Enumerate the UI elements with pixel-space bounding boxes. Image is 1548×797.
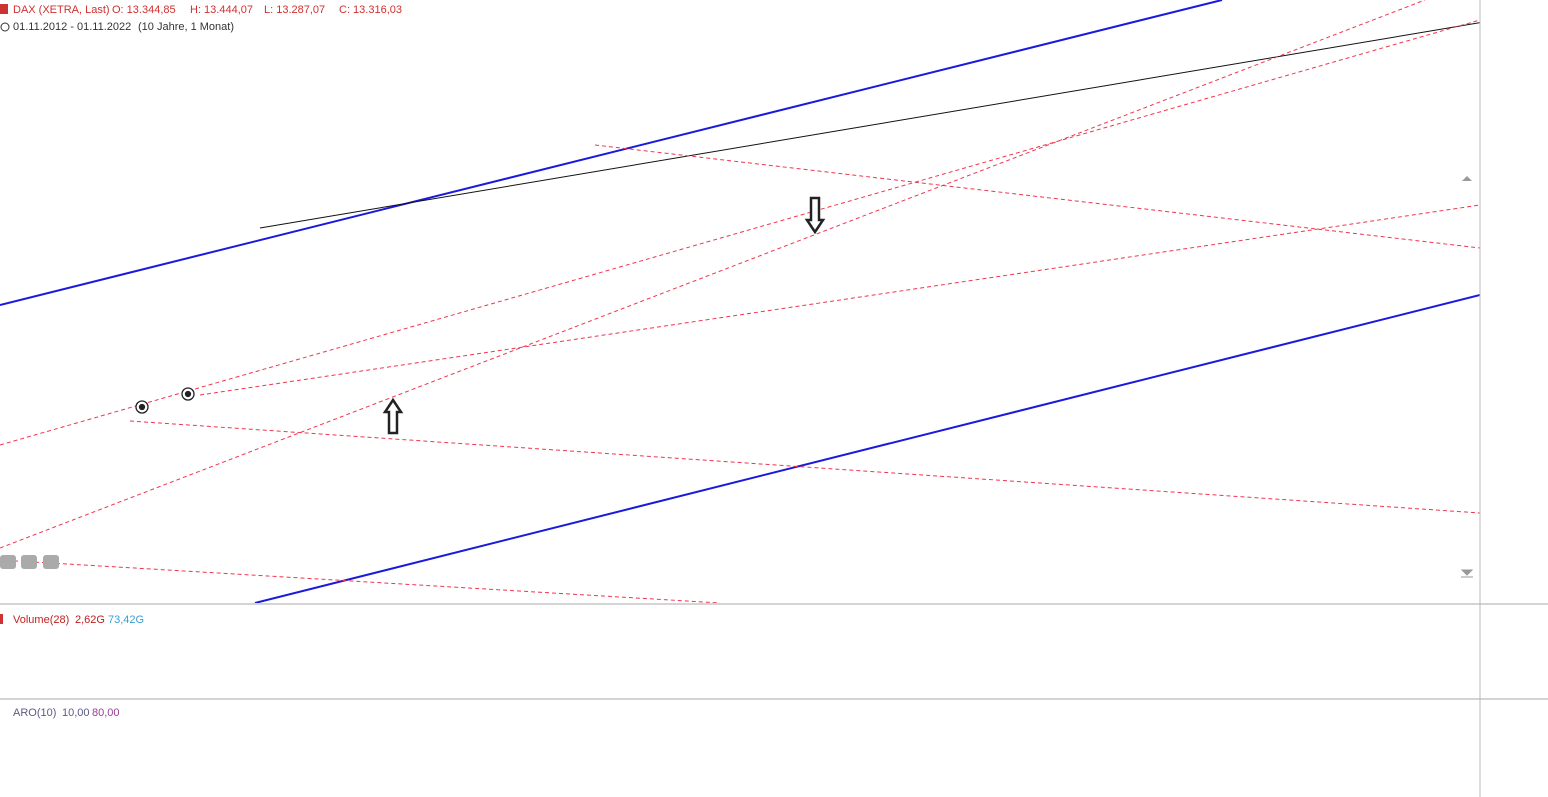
volume-average: 73,42G	[108, 614, 144, 626]
drawings	[0, 0, 1480, 603]
circle-marker-dot	[184, 390, 192, 398]
aroon-down-current: 80,00	[92, 707, 120, 719]
button[interactable]	[0, 555, 16, 569]
arrow-down	[804, 196, 826, 235]
dashed-line	[129, 420, 1480, 514]
dashed-line	[594, 144, 1480, 249]
volume-current: 2,62G	[75, 614, 105, 626]
zoom-buttons[interactable]	[0, 555, 59, 569]
circle-marker-dot	[138, 403, 146, 411]
dashed-lines	[0, 0, 1480, 603]
date-range: 01.11.2012 - 01.11.2022	[13, 21, 131, 33]
period: (10 Jahre, 1 Monat)	[138, 21, 234, 33]
icon	[0, 4, 8, 14]
aroon-up-current: 10,00	[62, 707, 90, 719]
header: DAX (XETRA, Last) O: 13.344,85 H: 13.444…	[0, 4, 402, 719]
scroll-icon[interactable]	[1460, 569, 1474, 578]
channel-lower	[254, 294, 1480, 603]
volume-title: Volume(28)	[13, 614, 69, 626]
button[interactable]	[43, 555, 59, 569]
ohlc-open: O: 13.344,85	[112, 4, 176, 16]
trend-line	[259, 22, 1480, 229]
dashed-line	[0, 19, 1480, 446]
dashed-line	[0, 559, 721, 603]
aroon-title: ARO(10)	[13, 707, 56, 719]
ohlc-low: L: 13.287,07	[264, 4, 325, 16]
scroll-icon[interactable]	[1462, 176, 1472, 181]
instrument: DAX (XETRA, Last)	[13, 4, 110, 16]
arrow-up	[382, 397, 404, 435]
channel-upper	[0, 0, 1223, 306]
dashed-line	[0, 0, 1426, 549]
dashed-line	[199, 204, 1480, 396]
icon	[0, 614, 3, 624]
ohlc-close: C: 13.316,03	[339, 4, 402, 16]
clock-icon	[0, 22, 10, 32]
ohlc-high: H: 13.444,07	[190, 4, 253, 16]
markers	[135, 196, 826, 435]
button[interactable]	[21, 555, 37, 569]
